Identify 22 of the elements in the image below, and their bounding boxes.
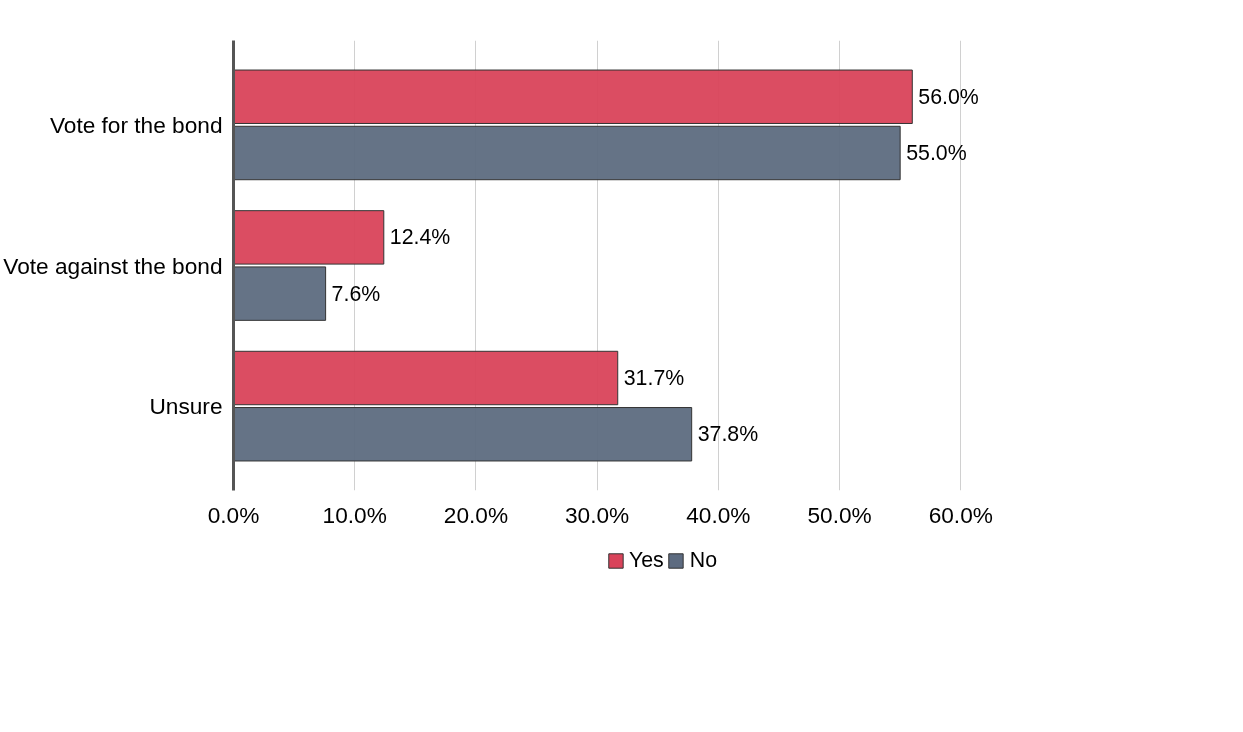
bar — [233, 350, 619, 406]
bar — [233, 407, 693, 462]
x-tick-label: 50.0% — [807, 501, 872, 528]
y-tick-label: Vote for the bond — [49, 111, 223, 138]
data-label: 37.8% — [697, 422, 759, 447]
legend-label: Yes — [628, 547, 664, 573]
x-tick-label: 20.0% — [443, 501, 509, 528]
data-label: 55.0% — [906, 141, 967, 165]
data-label: 7.6% — [331, 281, 381, 306]
y-tick-label: Vote against the bond — [3, 252, 223, 279]
bar — [233, 69, 913, 124]
legend-label: No — [689, 547, 718, 573]
data-label: 12.4% — [389, 225, 451, 250]
data-label: 31.7% — [623, 366, 685, 390]
x-tick-label: 40.0% — [686, 501, 751, 528]
x-tick-label: 10.0% — [322, 501, 387, 528]
x-tick-label: 30.0% — [565, 501, 630, 528]
x-tick-label: 60.0% — [928, 501, 993, 528]
bar — [233, 125, 901, 181]
data-label: 56.0% — [918, 84, 979, 109]
x-tick-label: 0.0% — [207, 501, 260, 528]
y-tick-label: Unsure — [149, 393, 223, 420]
